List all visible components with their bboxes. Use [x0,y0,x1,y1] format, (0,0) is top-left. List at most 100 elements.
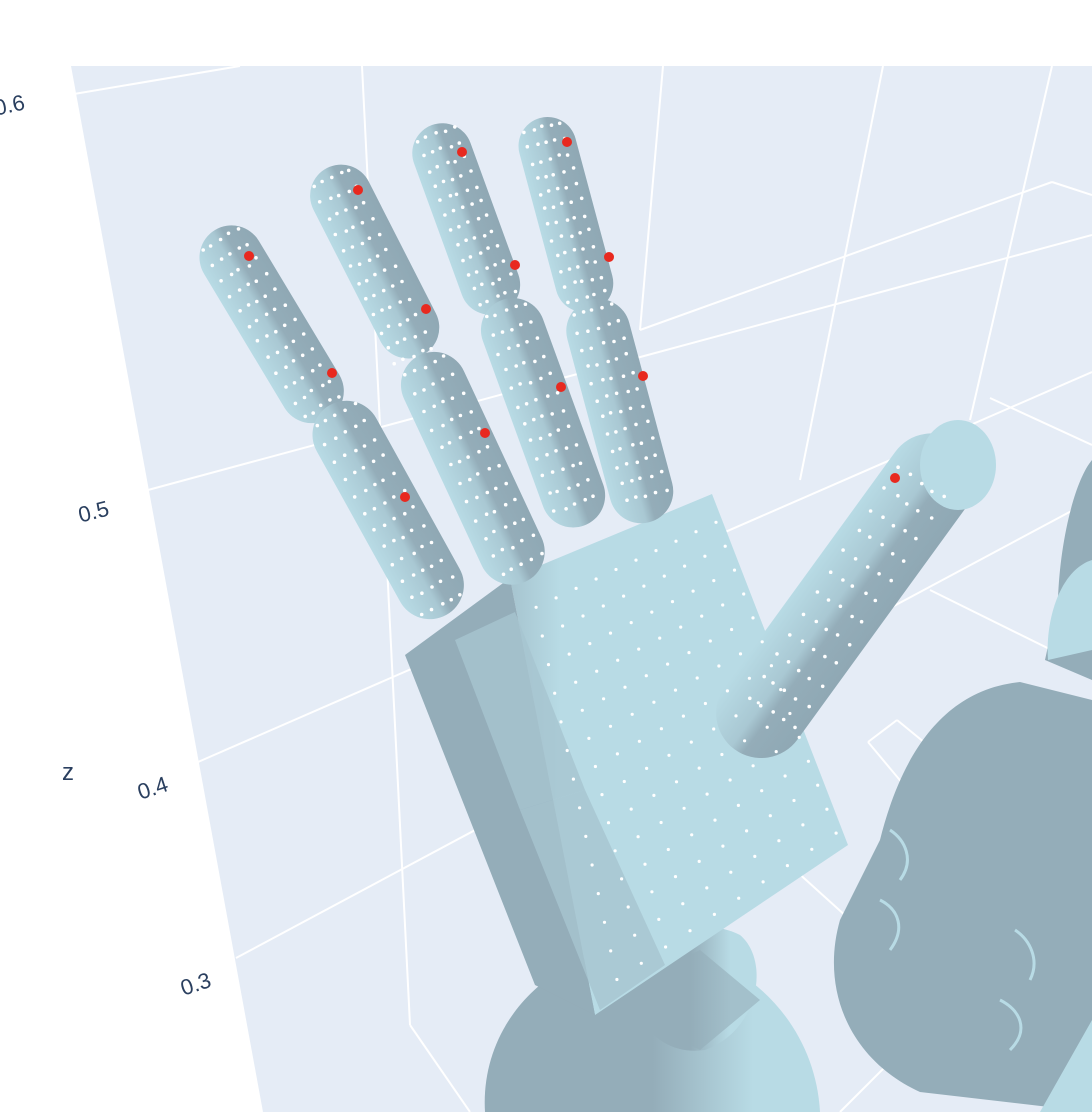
surface-point [372,527,376,532]
surface-point [548,371,552,376]
surface-point [330,175,334,180]
surface-point [528,380,533,385]
surface-point [419,612,424,617]
surface-point [636,835,640,839]
surface-point [581,247,585,251]
surface-point [461,258,465,263]
surface-point [834,831,838,835]
surface-point [377,232,382,237]
surface-point [562,285,567,289]
surface-point [228,252,232,256]
surface-point [360,241,365,246]
finger-pinky [199,225,464,620]
surface-point [540,551,544,556]
surface-point [457,459,462,464]
surface-point [284,365,288,370]
surface-point [659,469,664,474]
surface-point [534,605,538,609]
surface-point [485,445,490,449]
surface-point [603,288,607,293]
surface-point [891,523,896,528]
surface-point [712,912,717,917]
surface-point [743,739,747,743]
surface-point [340,170,344,175]
surface-point [361,200,366,205]
surface-point [492,529,496,534]
z-tick-label: 0.4 [134,771,171,804]
surface-point [459,174,463,178]
surface-point [303,414,308,419]
surface-point [509,386,514,390]
surface-point [518,382,522,386]
surface-point [713,818,717,822]
surface-point [588,642,592,646]
surface-point [458,435,463,440]
surface-point [469,410,474,414]
surface-point [529,320,533,324]
surface-point [514,364,518,368]
surface-point [382,544,387,548]
surface-point [564,507,568,511]
surface-point [332,460,337,465]
surface-point [540,414,544,418]
surface-point [440,445,444,450]
surface-point [614,567,618,572]
surface-point [343,430,348,434]
surface-point [501,572,506,577]
surface-point [450,575,455,579]
surface-point [273,287,277,291]
surface-point [841,548,845,552]
surface-point [714,520,718,524]
surface-point [354,424,358,429]
surface-point [572,216,576,220]
surface-point [500,330,505,334]
surface-point [642,584,646,588]
surface-point [596,892,600,896]
surface-point [357,262,362,267]
surface-point [503,502,508,507]
surface-point [586,364,590,368]
surface-point [540,473,545,478]
surface-point [820,684,825,689]
surface-point [496,352,500,357]
surface-point [533,359,537,364]
surface-point [254,255,258,260]
surface-point [433,184,438,188]
surface-point [399,556,404,561]
surface-point [881,515,885,519]
surface-point [644,456,648,460]
surface-point [930,489,934,494]
surface-point [341,249,346,253]
surface-point [309,388,314,393]
surface-point [353,401,358,406]
surface-point [574,443,579,447]
surface-point [423,330,428,334]
surface-point [609,949,613,953]
surface-point [430,150,435,154]
surface-point [522,130,526,135]
surface-point [461,391,466,396]
surface-point [807,704,811,709]
surface-point [536,142,540,146]
surface-point [450,372,455,377]
surface-point [393,264,398,269]
surface-point [785,864,790,868]
surface-point [615,466,619,470]
surface-point [614,391,619,396]
surface-point [312,184,317,189]
surface-point [403,372,407,377]
surface-point [591,494,595,499]
surface-point [263,294,268,299]
surface-point [451,208,456,213]
surface-point [610,449,615,454]
surface-point [613,849,617,853]
surface-point [551,509,556,513]
surface-point [602,697,606,701]
surface-point [264,312,269,317]
surface-point [542,206,547,210]
surface-point [578,806,582,810]
surface-point [774,750,778,754]
surface-point [523,422,527,426]
surface-point [371,217,375,221]
